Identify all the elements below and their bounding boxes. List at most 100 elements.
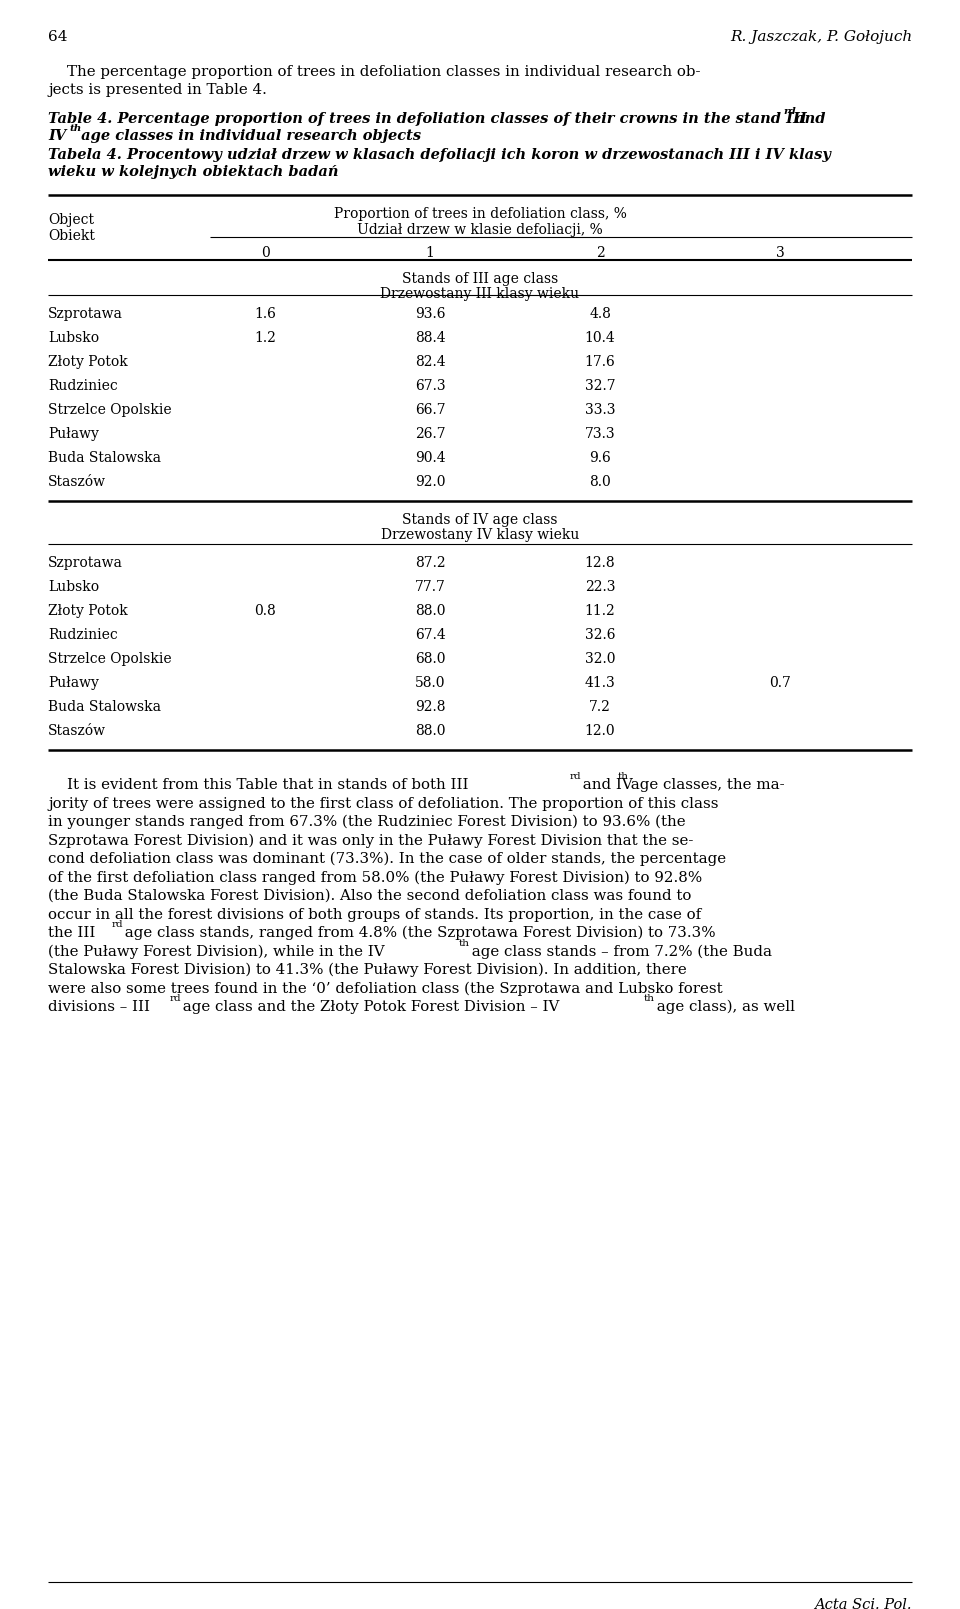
Text: th: th [644,994,655,1002]
Text: 17.6: 17.6 [585,356,615,368]
Text: 1: 1 [425,246,435,261]
Text: 1.2: 1.2 [254,331,276,344]
Text: Drzewostany III klasy wieku: Drzewostany III klasy wieku [380,286,580,301]
Text: Stands of III age class: Stands of III age class [402,272,558,286]
Text: wieku w kolejnych obiektach badań: wieku w kolejnych obiektach badań [48,166,339,179]
Text: 32.7: 32.7 [585,380,615,393]
Text: Object: Object [48,212,94,227]
Text: 9.6: 9.6 [589,451,611,465]
Text: jects is presented in Table 4.: jects is presented in Table 4. [48,84,267,97]
Text: 11.2: 11.2 [585,603,615,618]
Text: 67.4: 67.4 [415,628,445,642]
Text: 92.8: 92.8 [415,700,445,714]
Text: Szprotawa: Szprotawa [48,307,123,322]
Text: age classes in individual research objects: age classes in individual research objec… [76,129,421,143]
Text: 12.0: 12.0 [585,724,615,739]
Text: 33.3: 33.3 [585,402,615,417]
Text: Strzelce Opolskie: Strzelce Opolskie [48,402,172,417]
Text: 0.8: 0.8 [254,603,276,618]
Text: Staszów: Staszów [48,475,106,489]
Text: age classes, the ma-: age classes, the ma- [626,779,784,792]
Text: and IV: and IV [578,779,633,792]
Text: The percentage proportion of trees in defoliation classes in individual research: The percentage proportion of trees in de… [48,64,701,79]
Text: Lubsko: Lubsko [48,331,99,344]
Text: 0: 0 [260,246,270,261]
Text: 0.7: 0.7 [769,676,791,690]
Text: Proportion of trees in defoliation class, %: Proportion of trees in defoliation class… [333,208,627,220]
Text: rd: rd [170,994,181,1002]
Text: jority of trees were assigned to the first class of defoliation. The proportion : jority of trees were assigned to the fir… [48,796,718,811]
Text: 92.0: 92.0 [415,475,445,489]
Text: 4.8: 4.8 [589,307,611,322]
Text: age class), as well: age class), as well [652,1001,795,1014]
Text: Acta Sci. Pol.: Acta Sci. Pol. [814,1598,912,1609]
Text: Lubsko: Lubsko [48,579,99,594]
Text: Stalowska Forest Division) to 41.3% (the Puławy Forest Division). In addition, t: Stalowska Forest Division) to 41.3% (the… [48,964,686,977]
Text: Drzewostany IV klasy wieku: Drzewostany IV klasy wieku [381,528,579,542]
Text: age class stands, ranged from 4.8% (the Szprotawa Forest Division) to 73.3%: age class stands, ranged from 4.8% (the … [120,927,715,940]
Text: were also some trees found in the ‘0’ defoliation class (the Szprotawa and Lubsk: were also some trees found in the ‘0’ de… [48,981,723,996]
Text: R. Jaszczak, P. Gołojuch: R. Jaszczak, P. Gołojuch [730,31,912,43]
Text: 93.6: 93.6 [415,307,445,322]
Text: Szprotawa Forest Division) and it was only in the Puławy Forest Division that th: Szprotawa Forest Division) and it was on… [48,833,693,848]
Text: Puławy: Puławy [48,426,99,441]
Text: Udział drzew w klasie defoliacji, %: Udział drzew w klasie defoliacji, % [357,224,603,237]
Text: Obiekt: Obiekt [48,228,95,243]
Text: 88.0: 88.0 [415,724,445,739]
Text: IV: IV [48,129,66,143]
Text: age class and the Złoty Potok Forest Division – IV: age class and the Złoty Potok Forest Div… [178,1001,560,1014]
Text: Rudziniec: Rudziniec [48,628,118,642]
Text: rd: rd [570,772,582,780]
Text: It is evident from this Table that in stands of both III: It is evident from this Table that in st… [48,779,468,792]
Text: and: and [790,113,826,126]
Text: the III: the III [48,927,95,940]
Text: 58.0: 58.0 [415,676,445,690]
Text: 90.4: 90.4 [415,451,445,465]
Text: (the Buda Stalowska Forest Division). Also the second defoliation class was foun: (the Buda Stalowska Forest Division). Al… [48,890,691,903]
Text: Szprotawa: Szprotawa [48,557,123,570]
Text: 68.0: 68.0 [415,652,445,666]
Text: occur in all the forest divisions of both groups of stands. Its proportion, in t: occur in all the forest divisions of bot… [48,907,701,922]
Text: 73.3: 73.3 [585,426,615,441]
Text: Tabela 4. Procentowy udział drzew w klasach defoliacji ich koron w drzewostanach: Tabela 4. Procentowy udział drzew w klas… [48,148,830,163]
Text: Buda Stalowska: Buda Stalowska [48,700,161,714]
Text: Stands of IV age class: Stands of IV age class [402,513,558,528]
Text: Złoty Potok: Złoty Potok [48,356,128,368]
Text: divisions – III: divisions – III [48,1001,150,1014]
Text: 82.4: 82.4 [415,356,445,368]
Text: Staszów: Staszów [48,724,106,739]
Text: rd: rd [112,920,124,928]
Text: 8.0: 8.0 [589,475,611,489]
Text: 41.3: 41.3 [585,676,615,690]
Text: (the Puławy Forest Division), while in the IV: (the Puławy Forest Division), while in t… [48,944,385,959]
Text: 2: 2 [595,246,605,261]
Text: in younger stands ranged from 67.3% (the Rudziniec Forest Division) to 93.6% (th: in younger stands ranged from 67.3% (the… [48,816,685,829]
Text: Strzelce Opolskie: Strzelce Opolskie [48,652,172,666]
Text: 1.6: 1.6 [254,307,276,322]
Text: Puławy: Puławy [48,676,99,690]
Text: 26.7: 26.7 [415,426,445,441]
Text: of the first defoliation class ranged from 58.0% (the Puławy Forest Division) to: of the first defoliation class ranged fr… [48,870,703,885]
Text: 3: 3 [776,246,784,261]
Text: 87.2: 87.2 [415,557,445,570]
Text: 77.7: 77.7 [415,579,445,594]
Text: 66.7: 66.7 [415,402,445,417]
Text: 88.0: 88.0 [415,603,445,618]
Text: Table 4. Percentage proportion of trees in defoliation classes of their crowns i: Table 4. Percentage proportion of trees … [48,113,806,126]
Text: 32.6: 32.6 [585,628,615,642]
Text: th: th [618,772,629,780]
Text: 12.8: 12.8 [585,557,615,570]
Text: cond defoliation class was dominant (73.3%). In the case of older stands, the pe: cond defoliation class was dominant (73.… [48,853,726,866]
Text: 22.3: 22.3 [585,579,615,594]
Text: th: th [69,124,82,134]
Text: th: th [459,938,470,948]
Text: 64: 64 [48,31,67,43]
Text: Rudziniec: Rudziniec [48,380,118,393]
Text: 7.2: 7.2 [589,700,611,714]
Text: Złoty Potok: Złoty Potok [48,603,128,618]
Text: 10.4: 10.4 [585,331,615,344]
Text: rd: rd [783,108,796,116]
Text: 88.4: 88.4 [415,331,445,344]
Text: age class stands – from 7.2% (the Buda: age class stands – from 7.2% (the Buda [467,944,772,959]
Text: Buda Stalowska: Buda Stalowska [48,451,161,465]
